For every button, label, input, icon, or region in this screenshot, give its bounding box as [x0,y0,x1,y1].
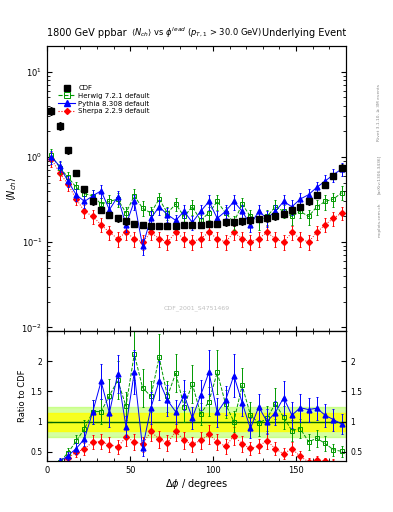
Bar [47,407,346,437]
Text: mcplots.cern.ch: mcplots.cern.ch [377,203,381,238]
Text: Rivet 3.1.10, ≥ 3M events: Rivet 3.1.10, ≥ 3M events [377,84,381,141]
Text: CDF_2001_S4751469: CDF_2001_S4751469 [163,306,230,311]
Text: $\langle N_{ch}\rangle$ vs $\phi^{lead}$ ($p_{T,1}$ > 30.0 GeV): $\langle N_{ch}\rangle$ vs $\phi^{lead}$… [131,26,262,40]
X-axis label: $\Delta\phi$ / degrees: $\Delta\phi$ / degrees [165,477,228,492]
Y-axis label: $\langle N_{ch}\rangle$: $\langle N_{ch}\rangle$ [5,177,19,201]
Y-axis label: Ratio to CDF: Ratio to CDF [18,370,28,422]
Text: 1800 GeV ppbar: 1800 GeV ppbar [47,28,127,37]
Text: Underlying Event: Underlying Event [262,28,346,37]
Text: [arXiv:1306.3436]: [arXiv:1306.3436] [377,155,381,194]
Bar [47,413,346,431]
Legend: CDF, Herwig 7.2.1 default, Pythia 8.308 default, Sherpa 2.2.9 default: CDF, Herwig 7.2.1 default, Pythia 8.308 … [57,84,151,116]
